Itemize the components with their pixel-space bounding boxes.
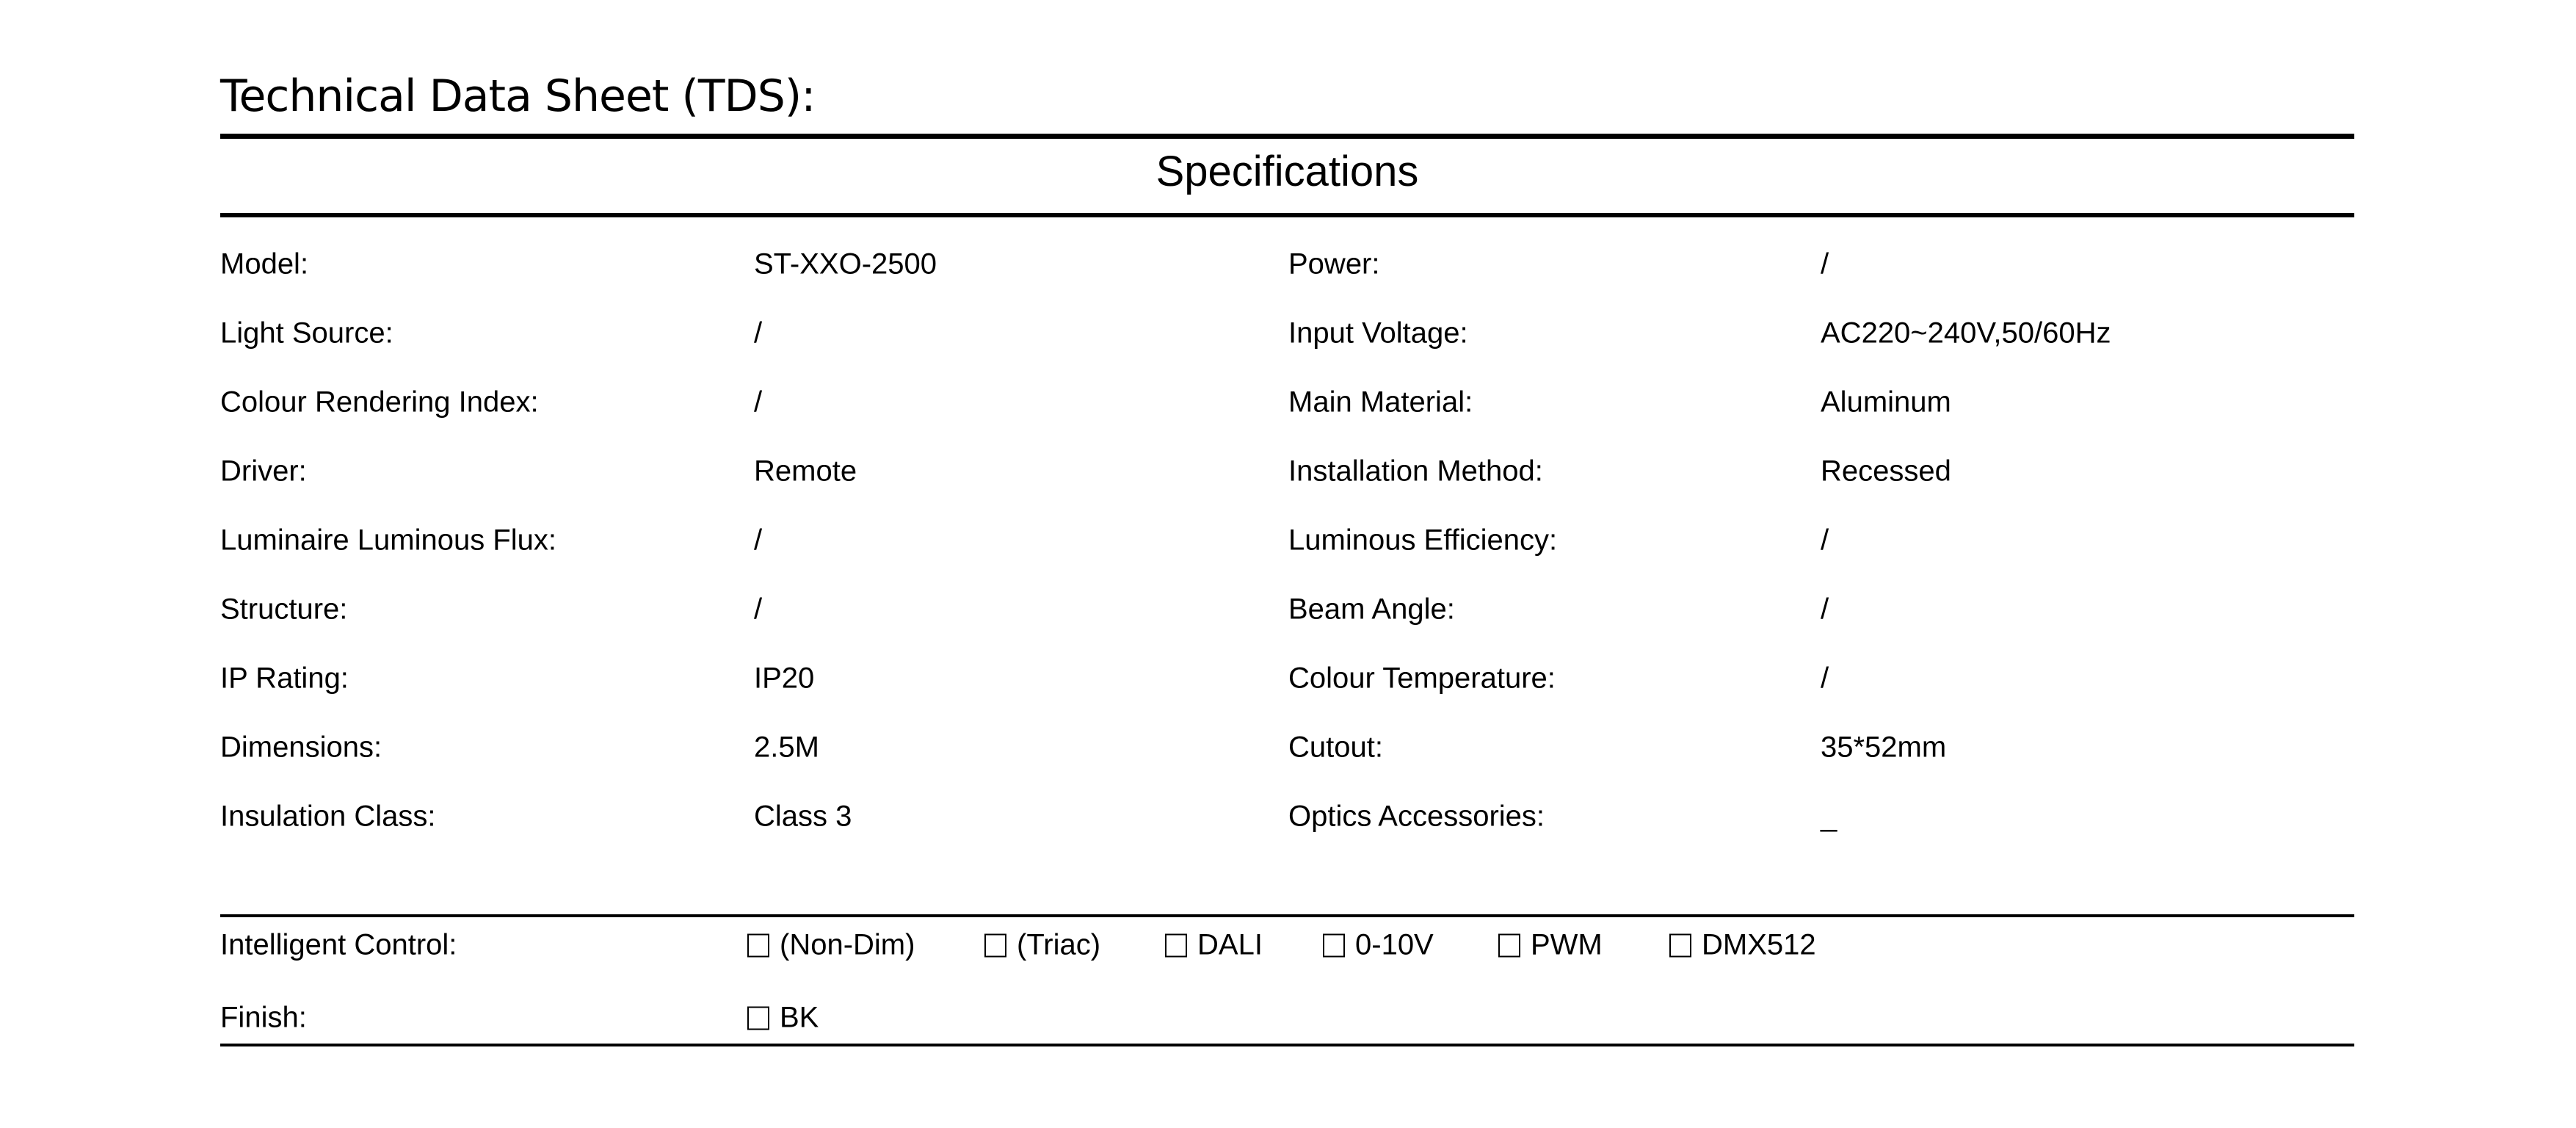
spec-label: Luminous Efficiency: [1288,524,1558,557]
spec-label: Colour Rendering Index: [220,386,539,419]
section-title: Specifications [1155,148,1419,195]
divider [220,134,2354,139]
checkbox-option[interactable]: PWM [1498,929,1603,962]
spec-label: Installation Method: [1288,455,1543,488]
checkbox-label: DALI [1197,928,1263,961]
checkbox-label: PWM [1531,928,1603,961]
checkbox-icon[interactable] [1498,933,1520,957]
checkbox-option[interactable]: DALI [1165,929,1263,962]
checkbox-label: BK [780,1001,819,1034]
spec-value: / [754,524,763,557]
checkbox-icon[interactable] [1669,933,1691,957]
spec-value: Aluminum [1821,386,1951,419]
checkbox-option[interactable]: (Non-Dim) [747,929,915,962]
checkbox-icon[interactable] [747,933,769,957]
spec-label: Driver: [220,455,307,488]
spec-label: Luminaire Luminous Flux: [220,524,556,557]
spec-label: Main Material: [1288,386,1473,419]
divider [220,213,2354,217]
checkbox-label: (Triac) [1017,928,1101,961]
spec-label: Light Source: [220,317,393,350]
intelligent-control-label: Intelligent Control: [220,928,457,961]
divider [220,1044,2354,1046]
spec-value: IP20 [754,662,815,695]
spec-label: Structure: [220,593,348,626]
checkbox-label: (Non-Dim) [780,928,915,961]
spec-label: IP Rating: [220,662,349,695]
spec-value: Remote [754,455,857,488]
spec-value: Recessed [1821,455,1951,488]
spec-label: Cutout: [1288,731,1383,764]
checkbox-option[interactable]: 0-10V [1323,929,1434,962]
spec-label: Model: [220,247,309,281]
spec-value: AC220~240V,50/60Hz [1821,317,2111,350]
checkbox-label: 0-10V [1355,928,1434,961]
spec-value: ST-XXO-2500 [754,247,937,281]
checkbox-option[interactable]: BK [747,1002,819,1035]
spec-label: Optics Accessories: [1288,800,1545,833]
checkbox-icon[interactable] [747,1006,769,1030]
spec-value: / [754,386,763,419]
divider [220,914,2354,917]
finish-label: Finish: [220,1001,307,1034]
spec-value: / [754,317,763,350]
checkbox-option[interactable]: (Triac) [984,929,1100,962]
document-title: Technical Data Sheet (TDS): [220,70,816,122]
checkbox-label: DMX512 [1702,928,1816,961]
spec-value: / [1821,593,1829,626]
spec-value: / [1821,662,1829,695]
spec-label: Beam Angle: [1288,593,1455,626]
spec-value: Class 3 [754,800,852,833]
checkbox-icon[interactable] [1323,933,1345,957]
checkbox-option[interactable]: DMX512 [1669,929,1816,962]
spec-label: Dimensions: [220,731,382,764]
spec-value: / [1821,524,1829,557]
spec-label: Insulation Class: [220,800,436,833]
checkbox-icon[interactable] [984,933,1006,957]
spec-label: Colour Temperature: [1288,662,1556,695]
spec-value: 35*52mm [1821,731,1947,764]
spec-value: / [1821,247,1829,281]
spec-label: Power: [1288,247,1380,281]
spec-value: 2.5M [754,731,819,764]
spec-label: Input Voltage: [1288,317,1468,350]
checkbox-icon[interactable] [1165,933,1187,957]
spec-value: _ [1821,800,1837,833]
spec-value: / [754,593,763,626]
